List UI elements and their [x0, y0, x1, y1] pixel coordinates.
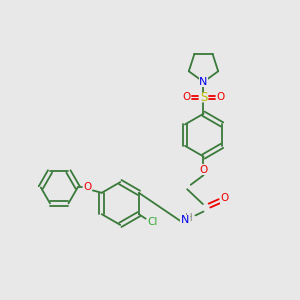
Text: O: O — [182, 92, 190, 102]
Text: S: S — [200, 91, 207, 104]
Text: N: N — [199, 77, 208, 87]
Text: H: H — [185, 213, 193, 224]
Text: Cl: Cl — [147, 217, 158, 226]
Text: O: O — [217, 92, 225, 102]
Text: O: O — [200, 165, 208, 175]
Text: O: O — [221, 193, 229, 203]
Text: O: O — [83, 182, 92, 193]
Text: N: N — [181, 215, 189, 225]
